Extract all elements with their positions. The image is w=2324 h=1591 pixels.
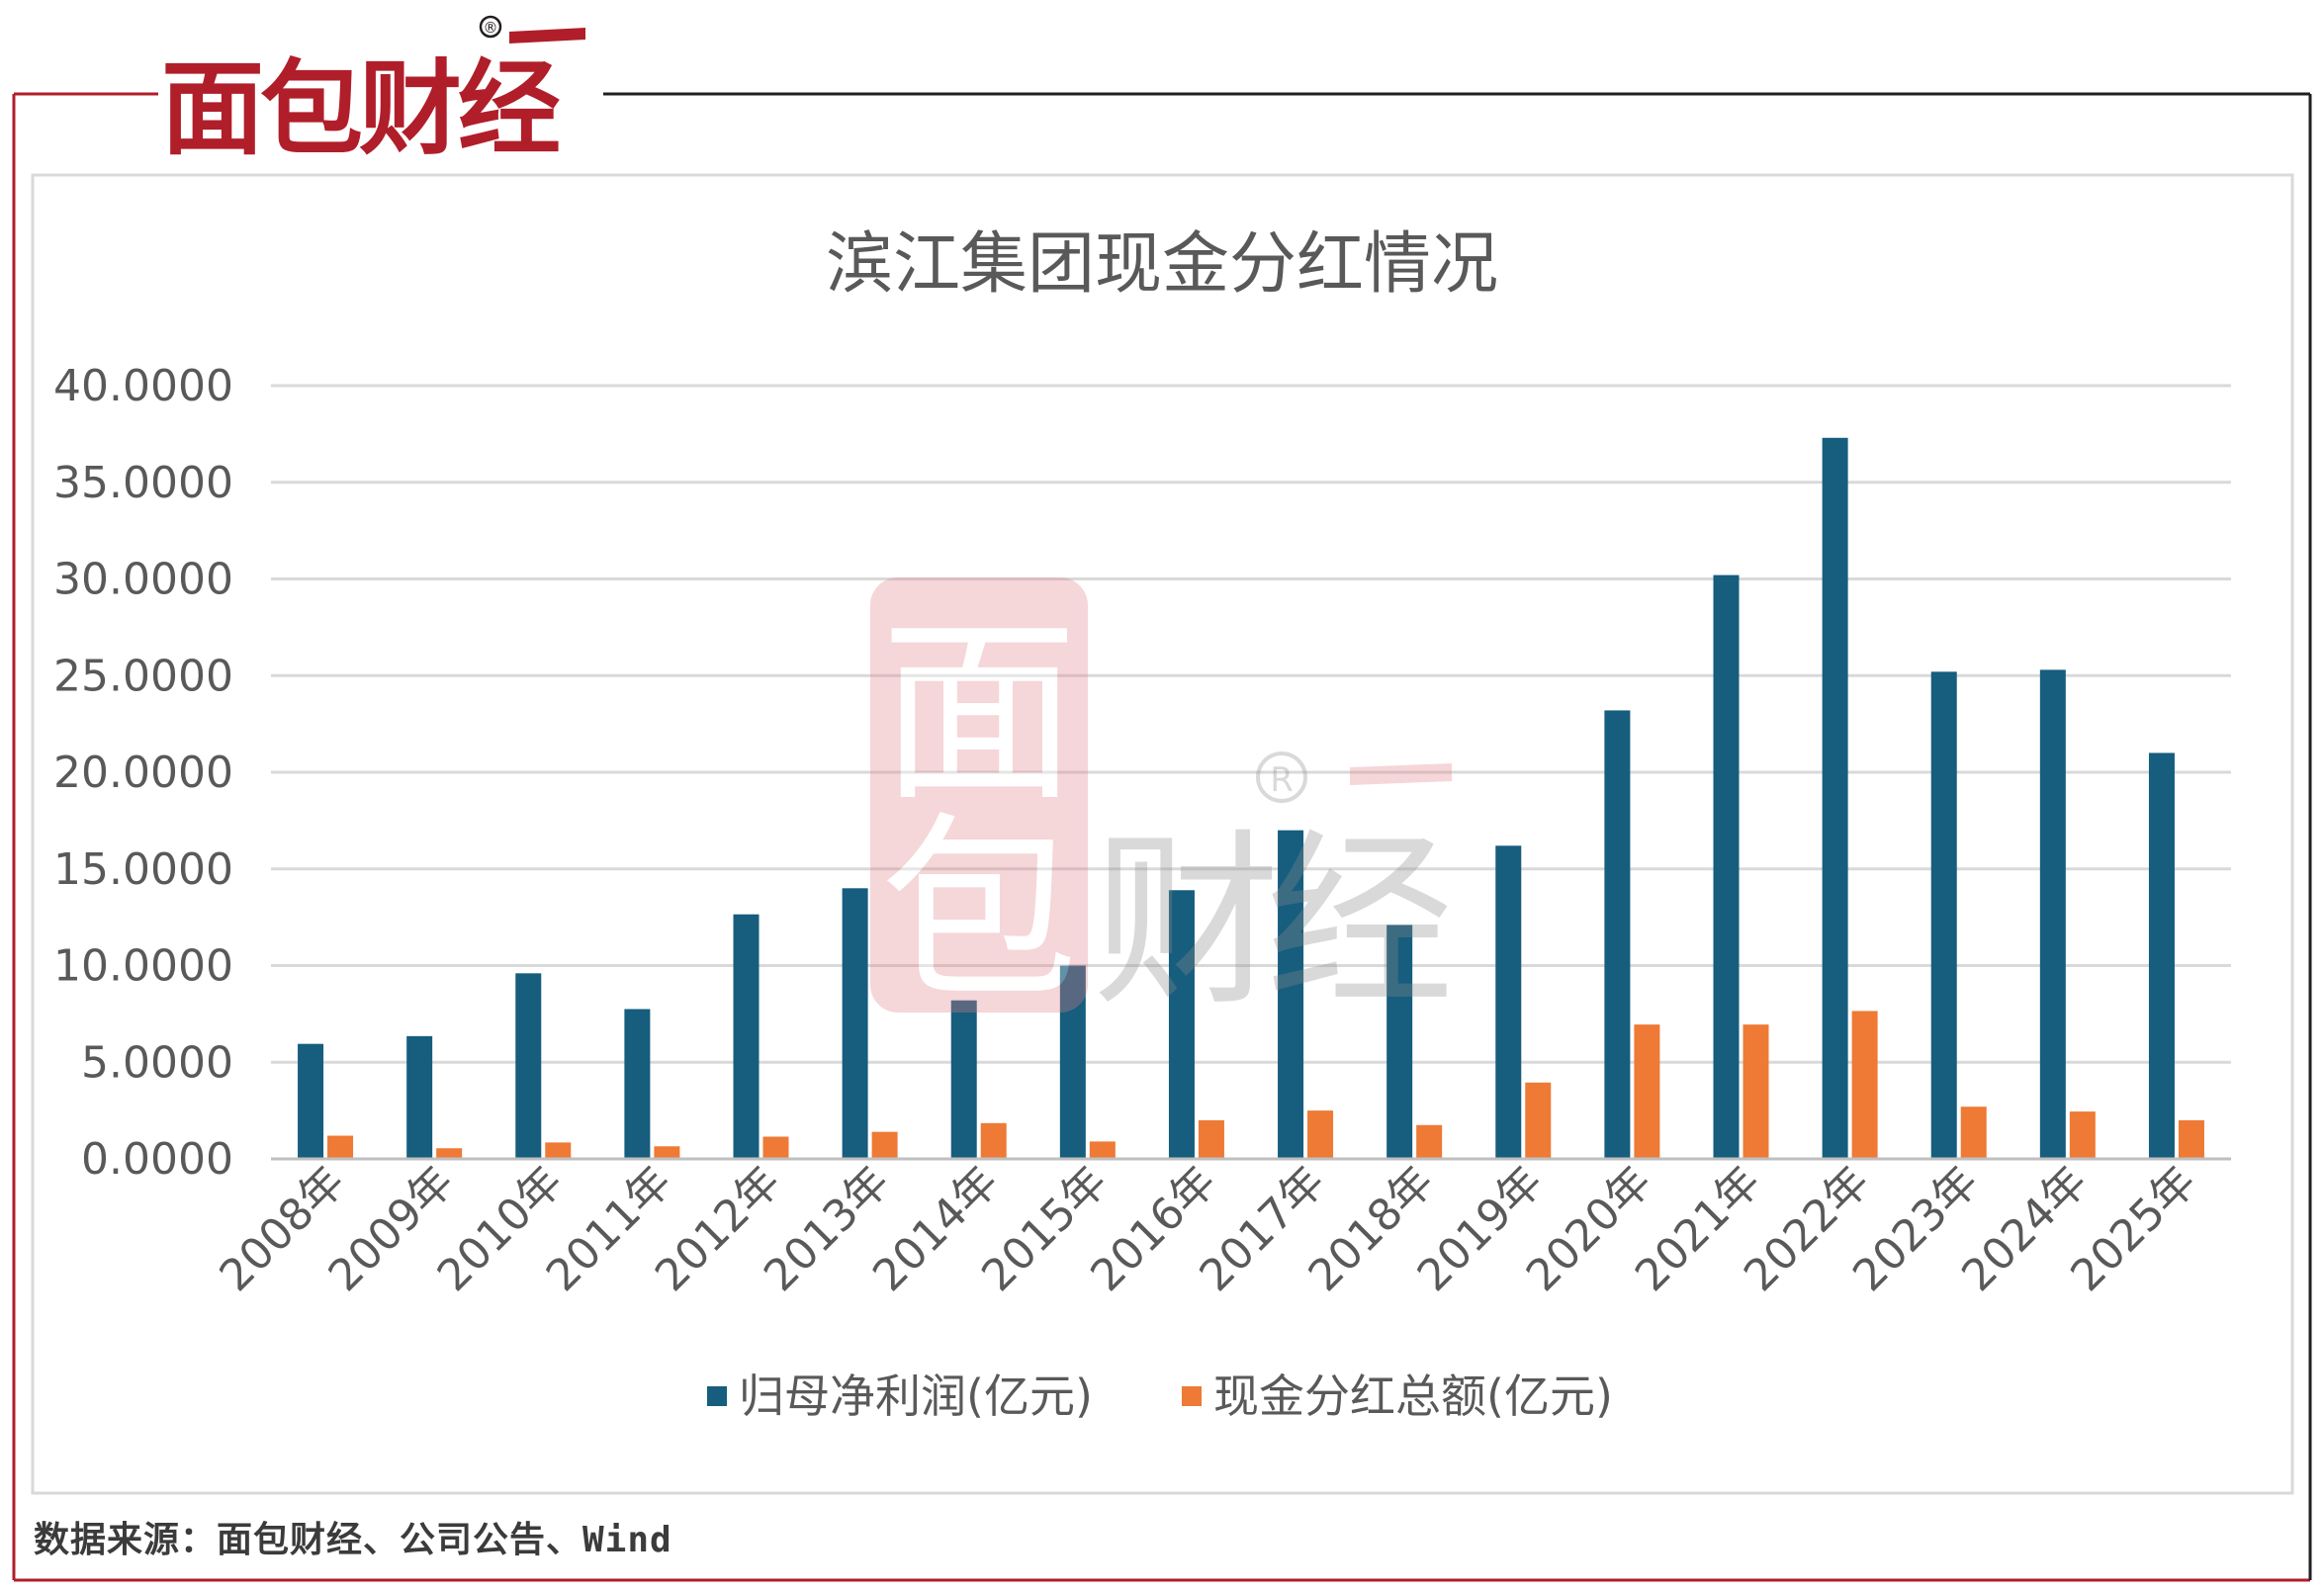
legend-label: 现金分红总额(亿元) (1213, 1370, 1613, 1423)
bar-dividend (1416, 1124, 1443, 1159)
legend: 归母净利润(亿元) 现金分红总额(亿元) (707, 1370, 1613, 1423)
bar-dividend (762, 1136, 789, 1159)
bar-dividend (654, 1146, 680, 1159)
brand-logo: 面包财经 ® (158, 15, 585, 169)
legend-label: 归母净利润(亿元) (739, 1370, 1093, 1423)
y-tick-label: 25.0000 (53, 651, 233, 701)
bar-dividend (327, 1135, 354, 1159)
y-tick-label: 0.0000 (81, 1134, 233, 1185)
bar-net-profit (1713, 575, 1740, 1159)
bar-net-profit (1930, 671, 1957, 1159)
bar-net-profit (1822, 437, 1848, 1159)
registered-mark: ® (484, 19, 498, 37)
y-tick-label: 35.0000 (53, 458, 233, 508)
bar-dividend (1960, 1106, 1987, 1159)
bar-dividend (1307, 1110, 1334, 1159)
bar-dividend (980, 1122, 1007, 1159)
bar-net-profit (298, 1043, 324, 1159)
bar-dividend (436, 1148, 463, 1159)
bar-net-profit (1278, 830, 1304, 1159)
bar-dividend (1525, 1082, 1552, 1159)
bar-dividend (2178, 1119, 2204, 1159)
bar-dividend (1743, 1024, 1769, 1159)
bar-net-profit (624, 1009, 651, 1159)
bar-dividend (2069, 1111, 2096, 1159)
bar-dividend (1089, 1141, 1116, 1159)
gridlines (271, 384, 2231, 1064)
bar-net-profit (1386, 925, 1413, 1159)
bar-dividend (871, 1131, 898, 1159)
bar-net-profit (733, 914, 760, 1159)
watermark-glyph-2: 包 (880, 796, 1078, 1026)
y-tick-label: 20.0000 (53, 748, 233, 798)
bars (298, 437, 2204, 1159)
y-tick-label: 40.0000 (53, 361, 233, 411)
bar-net-profit (1604, 710, 1631, 1159)
y-tick-label: 30.0000 (53, 555, 233, 605)
bar-net-profit (842, 888, 868, 1159)
bar-dividend (1851, 1011, 1878, 1159)
bar-dividend (545, 1142, 572, 1159)
chart-area-border (31, 173, 2294, 1495)
y-axis-tick-labels: 0.0000 5.0000 10.0000 15.0000 20.0000 25.0000… (53, 361, 233, 1185)
legend-swatch (707, 1386, 727, 1406)
bar-dividend (1198, 1119, 1224, 1159)
bar-net-profit (515, 973, 542, 1159)
chart-title: 滨江集团现金分红情况 (826, 225, 1498, 304)
logo-accent (509, 28, 585, 44)
bar-net-profit (1495, 845, 1522, 1159)
bar-dividend (1634, 1024, 1660, 1159)
source-note: 数据来源：面包财经、公司公告、Wind (34, 1520, 672, 1560)
y-tick-label: 5.0000 (81, 1037, 233, 1088)
bar-net-profit (950, 1000, 977, 1159)
watermark-registered-mark: R (1270, 760, 1294, 800)
bar-net-profit (2148, 752, 2175, 1159)
watermark-glyph-4: 经 (1266, 813, 1454, 1031)
watermark-glyph-3: 财 (1093, 813, 1281, 1031)
bar-net-profit (406, 1035, 433, 1159)
bar-net-profit (1168, 890, 1195, 1159)
bar-net-profit (1059, 965, 1086, 1159)
brand-logo-text: 面包财经 (161, 48, 560, 169)
y-tick-label: 15.0000 (53, 844, 233, 895)
y-tick-label: 10.0000 (53, 941, 233, 992)
watermark: 面 包 财 经 R (870, 577, 1454, 1031)
bar-net-profit (2039, 669, 2066, 1159)
watermark-glyph-1: 面 (880, 598, 1078, 829)
outer-frame (12, 92, 2312, 1582)
legend-swatch (1182, 1386, 1202, 1406)
